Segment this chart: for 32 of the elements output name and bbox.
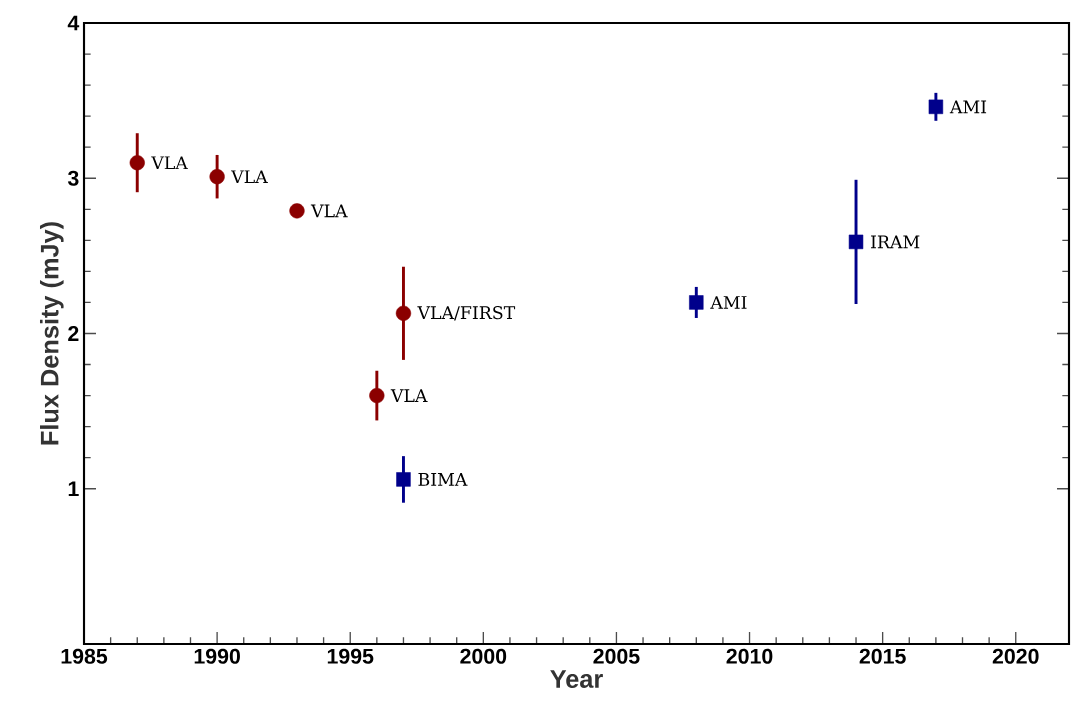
point	[689, 295, 704, 310]
y-tick-label: 1	[68, 481, 79, 497]
x-tick-label: 2020	[992, 648, 1039, 664]
x-tick-label: 2010	[726, 648, 773, 664]
point	[129, 155, 145, 171]
point	[369, 387, 385, 404]
point	[848, 234, 864, 250]
annotation: IRAM	[871, 235, 920, 249]
point	[396, 472, 411, 487]
annotation: VLA	[390, 389, 428, 402]
point	[209, 169, 225, 185]
annotation: AMI	[949, 100, 987, 114]
y-tick-label: 4	[67, 15, 80, 31]
y-tick-label: 2	[68, 326, 79, 341]
x-tick-label: 1995	[327, 648, 374, 664]
y-tick-label: 3	[67, 170, 79, 186]
annotation: VLA/FIRST	[417, 306, 516, 321]
point	[395, 305, 412, 321]
annotation: BIMA	[418, 473, 468, 486]
annotation: VLA	[151, 156, 189, 170]
x-tick-label: 2015	[859, 648, 906, 664]
x-tick-label: 2000	[460, 648, 507, 664]
y-axis-title: Flux Density (mJy)	[40, 222, 64, 445]
x-tick-label: 1985	[61, 648, 108, 664]
point	[289, 203, 305, 219]
annotation: VLA	[230, 170, 268, 184]
x-axis-title: Year	[550, 670, 603, 688]
x-tick-label: 1990	[194, 648, 240, 664]
point	[928, 99, 944, 115]
x-tick-label: 2005	[593, 648, 640, 664]
annotation: VLA	[310, 204, 348, 218]
annotation: AMI	[710, 296, 747, 309]
